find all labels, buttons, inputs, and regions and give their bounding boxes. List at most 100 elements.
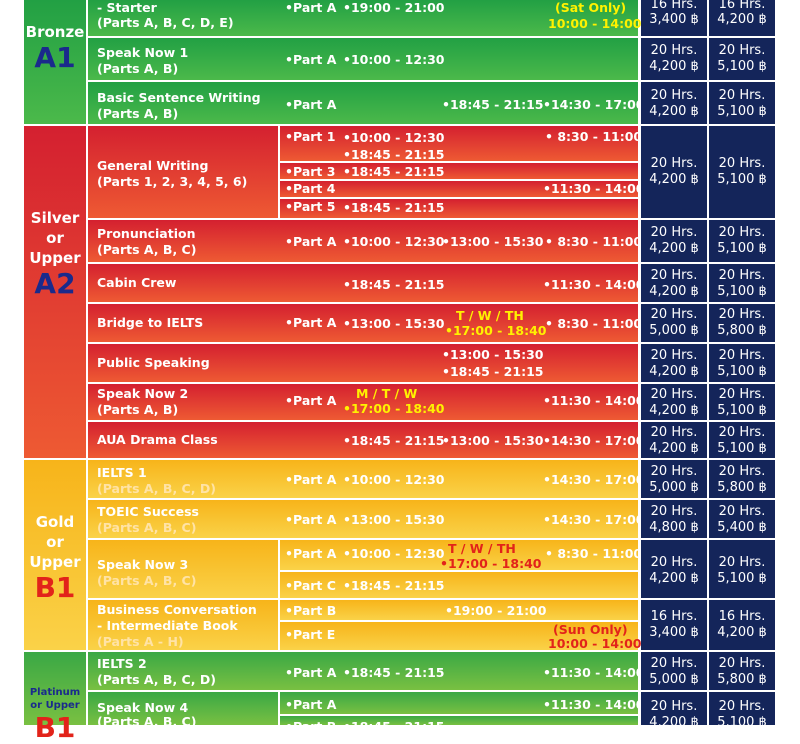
level-a1-cell — [24, 0, 86, 124]
drama-price1-cell — [641, 422, 707, 458]
public-price1: 4,200 ฿ — [649, 364, 699, 379]
starter-price1-cell — [641, 0, 707, 36]
row-business-partE — [280, 622, 638, 650]
level-a2-code: A2 — [34, 267, 76, 300]
bridge-t2: •17:00 - 18:40 — [445, 323, 547, 338]
gw-hrs: 20 Hrs. — [650, 156, 698, 171]
course-basic: Basic Sentence Writing — [97, 90, 261, 105]
business-partE: •Part E — [285, 627, 336, 642]
business-note: (Sun Only) — [553, 622, 628, 637]
toeic-price1: 4,800 ฿ — [649, 520, 699, 535]
public-price2-cell — [709, 344, 775, 382]
speak3-hrs2: 20 Hrs. — [718, 555, 766, 570]
public-t2a: •13:00 - 15:30 — [442, 347, 544, 362]
row-speak4-partA — [280, 692, 638, 714]
speak3-tA3: • 8:30 - 11:00 — [545, 546, 643, 561]
public-price1-cell — [641, 344, 707, 382]
row-gw-part4 — [280, 181, 638, 197]
level-b1-code: B1 — [34, 571, 76, 604]
course-toeic-parts: (Parts A, B, C) — [97, 520, 197, 535]
row-gw-part1 — [280, 126, 638, 161]
speak3-tC1: •18:45 - 21:15 — [343, 578, 445, 593]
drama-price2: 5,100 ฿ — [717, 441, 767, 456]
basic-hrs: 20 Hrs. — [650, 88, 698, 103]
public-hrs2: 20 Hrs. — [718, 348, 766, 363]
ielts2-t1: •18:45 - 21:15 — [343, 665, 445, 680]
ielts1-t3: •14:30 - 17:00 — [543, 472, 645, 487]
level-a2-word1: Silver — [30, 209, 80, 227]
starter-price2-cell — [709, 0, 775, 36]
cabin-price1: 4,200 ฿ — [649, 284, 699, 299]
cabin-price2-cell — [709, 264, 775, 302]
toeic-hrs2: 20 Hrs. — [718, 504, 766, 519]
speak2-hrs: 20 Hrs. — [650, 387, 698, 402]
starter-time1: •19:00 - 21:00 — [343, 0, 445, 15]
business-tE3: 10:00 - 14:00 — [548, 636, 642, 651]
ielts1-t1: •10:00 - 12:30 — [343, 472, 445, 487]
course-speak3-parts: (Parts A, B, C) — [97, 573, 197, 588]
bridge-hrs2: 20 Hrs. — [718, 307, 766, 322]
pron-t1: •10:00 - 12:30 — [343, 234, 445, 249]
course-ielts2: IELTS 2 — [97, 656, 147, 671]
speak1-price1: 4,200 ฿ — [649, 59, 699, 74]
speak1-price2: 5,100 ฿ — [717, 59, 767, 74]
speak3-price1: 4,200 ฿ — [649, 571, 699, 586]
row-business-name — [88, 600, 278, 650]
level-b1p-code: B1 — [34, 711, 76, 744]
level-a1-label: Bronze A1 — [24, 22, 86, 74]
basic-time3: •14:30 - 17:00 — [543, 97, 645, 112]
row-gw-part5 — [280, 199, 638, 218]
gw-price2: 5,100 ฿ — [717, 172, 767, 187]
ielts1-price1: 5,000 ฿ — [649, 480, 699, 495]
speak1-price1-cell — [641, 38, 707, 80]
row-speak1 — [88, 38, 638, 80]
speak3-price1-cell — [641, 540, 707, 598]
drama-hrs: 20 Hrs. — [650, 425, 698, 440]
speak3-tA2: •17:00 - 18:40 — [440, 556, 542, 571]
pron-hrs2: 20 Hrs. — [718, 225, 766, 240]
speak3-price2: 5,100 ฿ — [717, 571, 767, 586]
business-price2: 4,200 ฿ — [717, 625, 767, 640]
ielts2-price1-cell — [641, 652, 707, 690]
ielts1-part: •Part A — [285, 472, 337, 487]
cabin-price1-cell — [641, 264, 707, 302]
speak1-price2-cell — [709, 38, 775, 80]
toeic-t3: •14:30 - 17:00 — [543, 512, 645, 527]
course-cabin: Cabin Crew — [97, 275, 177, 290]
ielts1-price2: 5,800 ฿ — [717, 480, 767, 495]
row-speak2 — [88, 384, 638, 420]
level-a2-word2: or — [46, 229, 64, 247]
bridge-price2: 5,800 ฿ — [717, 323, 767, 338]
level-b1-label: Gold or Upper B1 — [24, 512, 86, 604]
course-ielts1-parts: (Parts A, B, C, D) — [97, 481, 216, 496]
speak2-days: M / T / W — [356, 386, 418, 401]
pron-t2: •13:00 - 15:30 — [442, 234, 544, 249]
level-b1-word3: Upper — [29, 553, 81, 571]
drama-hrs2: 20 Hrs. — [718, 425, 766, 440]
starter-hrs2: 16 Hrs. — [718, 0, 766, 12]
pron-price2-cell — [709, 220, 775, 262]
course-pron-parts: (Parts A, B, C) — [97, 242, 197, 257]
pron-price1-cell — [641, 220, 707, 262]
level-b1p-label: Platinum or Upper B1 — [24, 686, 86, 744]
public-t2b: •18:45 - 21:15 — [442, 364, 544, 379]
row-speak3-name — [88, 540, 278, 598]
speak1-hrs: 20 Hrs. — [650, 43, 698, 58]
drama-t2: •13:00 - 15:30 — [442, 433, 544, 448]
speak4-price1: 4,200 ฿ — [649, 715, 699, 730]
row-speak4-partB — [280, 716, 638, 725]
speak4-hrs2: 20 Hrs. — [718, 699, 766, 714]
drama-t1: •18:45 - 21:15 — [343, 433, 445, 448]
course-drama: AUA Drama Class — [97, 432, 218, 447]
row-drama — [88, 422, 638, 458]
ielts2-part: •Part A — [285, 665, 337, 680]
ielts2-hrs2: 20 Hrs. — [718, 656, 766, 671]
course-bridge: Bridge to IELTS — [97, 315, 204, 330]
gw-part4: •Part 4 — [285, 181, 336, 196]
course-speak2-parts: (Parts A, B) — [97, 402, 179, 417]
bridge-days: T / W / TH — [456, 308, 524, 323]
course-business: Business Conversation — [97, 602, 257, 617]
gw-t5a: •18:45 - 21:15 — [343, 200, 445, 215]
course-speak1: Speak Now 1 — [97, 45, 189, 60]
speak2-part: •Part A — [285, 393, 337, 408]
